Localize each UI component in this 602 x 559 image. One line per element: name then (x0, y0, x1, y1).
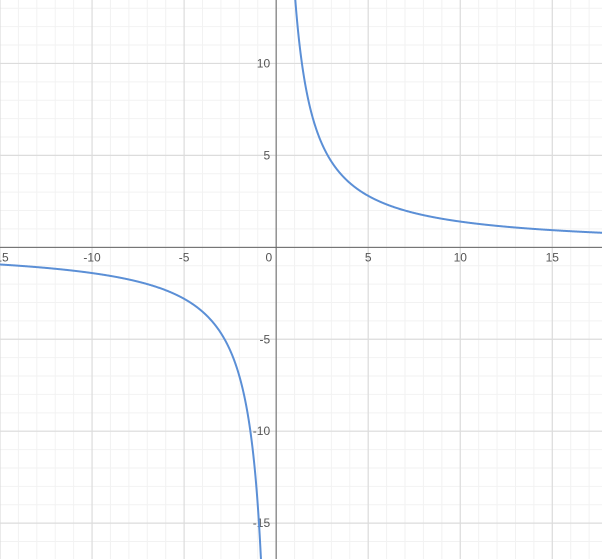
x-tick-label: 10 (454, 250, 468, 264)
x-tick-label: -15 (0, 250, 9, 264)
x-tick-label: 5 (365, 250, 372, 264)
y-tick-label: 5 (263, 148, 270, 162)
x-tick-label: -5 (179, 250, 190, 264)
x-tick-label: 15 (546, 250, 560, 264)
x-tick-label: 0 (265, 250, 272, 264)
chart-svg: -15 -10 -5 0 5 10 15 -15 -10 -5 5 10 (0, 0, 602, 559)
reciprocal-chart: -15 -10 -5 0 5 10 15 -15 -10 -5 5 10 (0, 0, 602, 559)
y-tick-label: 10 (257, 56, 271, 70)
x-tick-label: -10 (83, 250, 101, 264)
y-tick-label: -15 (253, 516, 271, 530)
y-tick-label: -10 (253, 424, 271, 438)
y-tick-label: -5 (259, 332, 270, 346)
